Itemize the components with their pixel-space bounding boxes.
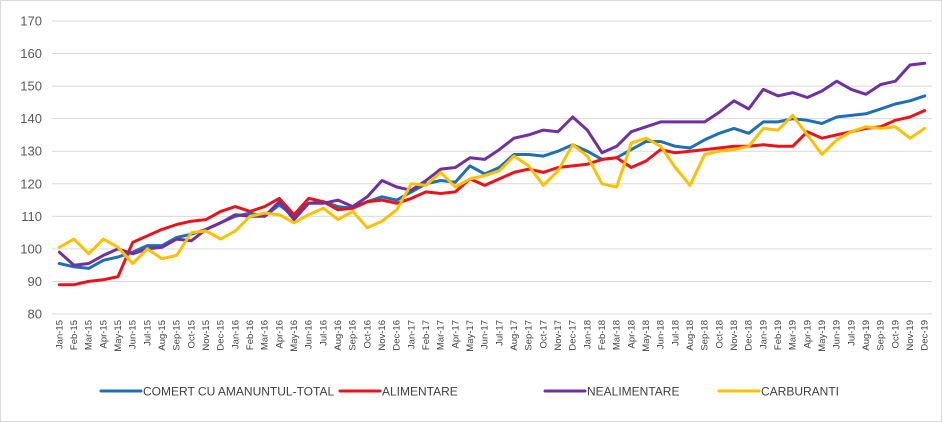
x-tick-label: Jan-15 xyxy=(54,320,65,349)
x-tick-label: May-19 xyxy=(817,320,828,352)
y-axis-labels: 80 90 100 110 120 130 140 150 160 170 xyxy=(20,14,42,322)
legend: COMERT CU AMANUNTUL-TOTAL ALIMENTARE NEALI… xyxy=(99,385,839,399)
x-tick-label: Oct-16 xyxy=(362,320,373,349)
x-tick-label: Dec-15 xyxy=(216,320,227,351)
x-tick-label: Sep-16 xyxy=(348,320,359,351)
x-tick-label: Jun-15 xyxy=(128,320,139,349)
x-tick-label: Apr-18 xyxy=(626,320,637,349)
x-tick-label: Feb-19 xyxy=(773,320,784,350)
y-tick-label: 170 xyxy=(20,14,42,29)
x-tick-label: Mar-19 xyxy=(788,320,799,350)
x-tick-label: Oct-18 xyxy=(714,320,725,349)
x-tick-label: Jan-16 xyxy=(230,320,241,349)
x-tick-label: Jun-19 xyxy=(832,320,843,349)
x-tick-label: Jan-17 xyxy=(406,320,417,349)
x-tick-label: Dec-18 xyxy=(744,320,755,351)
x-tick-label: Jan-19 xyxy=(758,320,769,349)
y-tick-label: 160 xyxy=(20,46,42,61)
legend-label: COMERT CU AMANUNTUL-TOTAL xyxy=(143,385,334,399)
legend-label: NEALIMENTARE xyxy=(587,385,679,399)
x-tick-label: Mar-17 xyxy=(436,320,447,350)
x-tick-label: Aug-18 xyxy=(685,320,696,351)
x-tick-label: May-17 xyxy=(465,320,476,352)
x-tick-label: Mar-16 xyxy=(260,320,271,350)
gridlines xyxy=(52,20,932,315)
y-tick-label: 90 xyxy=(28,274,42,289)
legend-label: CARBURANTI xyxy=(761,385,839,399)
y-tick-label: 80 xyxy=(28,307,42,322)
x-tick-label: Oct-19 xyxy=(890,320,901,349)
x-tick-label: Jul-18 xyxy=(670,320,681,346)
x-tick-label: Apr-17 xyxy=(450,320,461,349)
x-tick-label: Jul-19 xyxy=(846,320,857,346)
series-line xyxy=(57,113,927,265)
x-tick-label: Nov-16 xyxy=(377,320,388,351)
x-tick-label: Nov-15 xyxy=(201,320,212,351)
x-tick-label: Jun-17 xyxy=(480,320,491,349)
y-tick-label: 100 xyxy=(20,241,42,256)
series-lines xyxy=(57,61,927,287)
x-tick-label: Sep-18 xyxy=(700,320,711,351)
x-tick-label: Nov-17 xyxy=(553,320,564,351)
x-tick-label: Sep-15 xyxy=(172,320,183,351)
x-tick-label: Feb-16 xyxy=(245,320,256,350)
x-tick-label: Jul-15 xyxy=(142,320,153,346)
x-tick-label: Nov-19 xyxy=(905,320,916,351)
x-tick-label: Aug-17 xyxy=(509,320,520,351)
x-tick-label: Oct-17 xyxy=(538,320,549,349)
y-tick-label: 150 xyxy=(20,79,42,94)
x-axis-labels: Jan-15 Feb-15 Mar-15 Apr-15 May-15 Jun-15 Jul-… xyxy=(54,320,930,352)
y-tick-label: 130 xyxy=(20,144,42,159)
x-tick-label: Jun-16 xyxy=(304,320,315,349)
x-tick-label: Aug-15 xyxy=(157,320,168,351)
x-tick-label: Apr-19 xyxy=(802,320,813,349)
x-tick-label: Jun-18 xyxy=(656,320,667,349)
x-tick-label: Jul-16 xyxy=(318,320,329,346)
x-tick-label: Feb-15 xyxy=(69,320,80,350)
x-tick-label: Feb-17 xyxy=(421,320,432,350)
x-tick-label: Mar-18 xyxy=(612,320,623,350)
x-tick-label: Apr-15 xyxy=(98,320,109,349)
x-tick-label: Nov-18 xyxy=(729,320,740,351)
x-tick-label: Aug-19 xyxy=(861,320,872,351)
legend-label: ALIMENTARE xyxy=(382,385,458,399)
x-tick-label: Jul-17 xyxy=(494,320,505,346)
x-tick-label: Aug-16 xyxy=(333,320,344,351)
x-tick-label: May-15 xyxy=(113,320,124,352)
x-tick-label: Sep-19 xyxy=(876,320,887,351)
x-tick-label: Dec-19 xyxy=(920,320,931,351)
series-line xyxy=(57,109,927,287)
x-tick-label: May-16 xyxy=(289,320,300,352)
x-tick-label: May-18 xyxy=(641,320,652,352)
y-tick-label: 140 xyxy=(20,111,42,126)
x-tick-label: Dec-17 xyxy=(568,320,579,351)
y-tick-label: 110 xyxy=(21,209,42,224)
x-tick-label: Apr-16 xyxy=(274,320,285,349)
x-tick-label: Mar-15 xyxy=(84,320,95,350)
x-tick-label: Oct-15 xyxy=(186,320,197,349)
x-tick-label: Feb-18 xyxy=(597,320,608,350)
x-tick-label: Jan-18 xyxy=(582,320,593,349)
x-tick-label: Dec-16 xyxy=(392,320,403,351)
x-tick-label: Sep-17 xyxy=(524,320,535,351)
y-tick-label: 120 xyxy=(20,176,42,191)
